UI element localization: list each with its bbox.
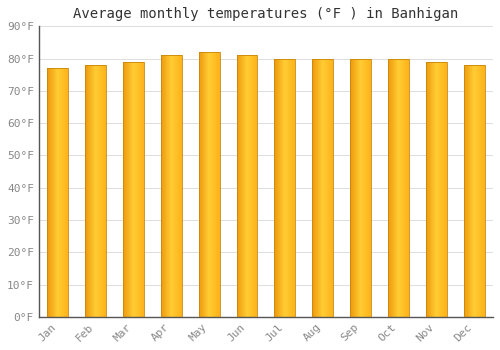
Bar (426, 62, 446, 317)
Bar (388, 58, 409, 317)
Bar (350, 58, 371, 317)
Bar (161, 55, 182, 317)
Bar (464, 65, 484, 317)
Bar (48, 68, 68, 317)
Bar (274, 58, 295, 317)
Bar (236, 55, 258, 317)
Bar (198, 52, 220, 317)
Title: Average monthly temperatures (°F ) in Banhigan: Average monthly temperatures (°F ) in Ba… (74, 7, 458, 21)
Bar (312, 58, 333, 317)
Bar (123, 62, 144, 317)
Bar (85, 65, 106, 317)
